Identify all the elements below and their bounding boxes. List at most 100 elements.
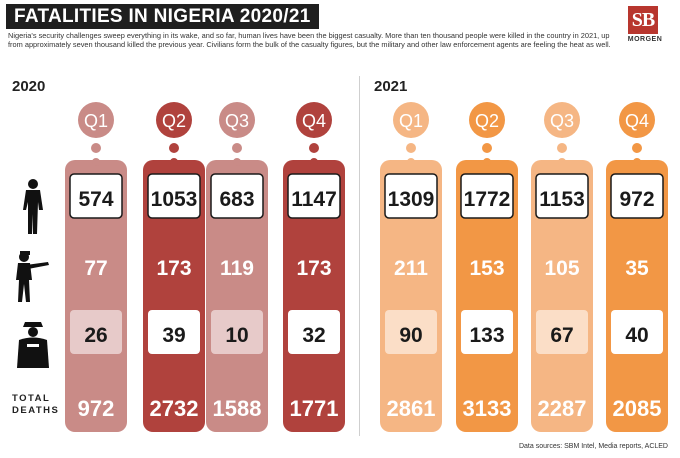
sb-morgen-logo: SB MORGEN: [622, 6, 668, 46]
source-note: Data sources: SBM Intel, Media reports, …: [518, 443, 668, 450]
total-deaths-label-line2: DEATHS: [12, 405, 60, 416]
armed-soldier-silhouette-icon: [16, 251, 49, 302]
value-cell-2020-q1-row1: [69, 173, 123, 219]
value-2020-q3-row2: 119: [220, 257, 254, 280]
quarter-bubble-2021-q1: [393, 102, 429, 138]
value-cell-2021-q4-row1: [610, 173, 664, 219]
value-cell-2021-q1-row3: [385, 310, 437, 354]
quarter-label-2020-q4: Q4: [302, 111, 326, 131]
value-2020-q3-row1: 683: [219, 188, 254, 211]
connector-dot-small-2021-q1: [407, 158, 415, 166]
value-2021-q3-row3: 67: [550, 324, 573, 347]
value-cell-2020-q2-row3: [148, 310, 200, 354]
quarter-label-2021-q3: Q3: [550, 111, 574, 131]
value-cell-2021-q2-row3: [461, 310, 513, 354]
value-2020-q4-row1: 1147: [291, 188, 337, 211]
value-2021-q4-row1: 972: [619, 188, 654, 211]
value-cell-2021-q3-row1: [535, 173, 589, 219]
total-value-2021-q2: 3133: [463, 396, 512, 421]
value-2021-q3-row1: 1153: [539, 188, 585, 211]
connector-dot-small-2020-q1: [92, 158, 100, 166]
total-value-2020-q4: 1771: [290, 396, 339, 421]
connector-dot-2021-q1: [406, 143, 416, 153]
logo-wordmark: MORGEN: [627, 36, 663, 43]
connector-dot-2020-q1: [91, 143, 101, 153]
logo-mark: SB: [628, 6, 658, 34]
column-2021-q2: [456, 160, 518, 432]
police-officer-silhouette-icon: [17, 322, 49, 368]
value-2020-q1-row2: 77: [84, 257, 107, 280]
value-cell-2021-q3-row3: [536, 310, 588, 354]
connector-dot-2021-q4: [632, 143, 642, 153]
value-cell-2021-q4-row3: [611, 310, 663, 354]
value-2021-q3-row2: 105: [544, 257, 579, 280]
year-label-2020: 2020: [12, 78, 46, 95]
value-2021-q1-row2: 211: [394, 257, 428, 280]
quarter-bubble-2021-q4: [619, 102, 655, 138]
quarter-label-2021-q2: Q2: [475, 111, 499, 131]
quarter-label-2021-q4: Q4: [625, 111, 649, 131]
column-2020-q1: [65, 160, 127, 432]
value-2021-q1-row3: 90: [399, 324, 422, 347]
quarter-bubble-2020-q2: [156, 102, 192, 138]
total-deaths-label: TOTAL DEATHS: [12, 393, 60, 417]
value-cell-2020-q3-row1: [210, 173, 264, 219]
connector-dot-small-2021-q3: [558, 158, 566, 166]
value-2021-q4-row2: 35: [625, 257, 649, 280]
total-value-2020-q2: 2732: [150, 396, 199, 421]
connector-dot-2020-q2: [169, 143, 179, 153]
quarter-label-2020-q1: Q1: [84, 111, 108, 131]
value-2020-q4-row3: 32: [302, 324, 325, 347]
column-2020-q4: [283, 160, 345, 432]
connector-dot-small-2020-q2: [170, 158, 178, 166]
column-2021-q3: [531, 160, 593, 432]
column-2021-q4: [606, 160, 668, 432]
quarter-bubble-2020-q1: [78, 102, 114, 138]
value-cell-2021-q2-row1: [460, 173, 514, 219]
value-cell-2020-q3-row3: [211, 310, 263, 354]
quarter-bubble-2020-q4: [296, 102, 332, 138]
value-2020-q1-row3: 26: [84, 324, 107, 347]
connector-dot-2020-q3: [232, 143, 242, 153]
value-cell-2020-q1-row3: [70, 310, 122, 354]
page-title: FATALITIES IN NIGERIA 2020/21: [6, 4, 319, 29]
value-cell-2020-q2-row1: [147, 173, 201, 219]
total-value-2021-q3: 2287: [538, 396, 587, 421]
quarter-bubble-2020-q3: [219, 102, 255, 138]
value-2020-q2-row1: 1053: [151, 188, 198, 211]
value-2021-q2-row3: 133: [469, 324, 504, 347]
value-cell-2020-q4-row3: [288, 310, 340, 354]
value-2020-q3-row3: 10: [225, 324, 248, 347]
year-divider: [359, 76, 360, 436]
quarter-label-2020-q3: Q3: [225, 111, 249, 131]
quarter-label-2021-q1: Q1: [399, 111, 423, 131]
description-text: Nigeria's security challenges sweep ever…: [8, 31, 611, 49]
value-cell-2021-q1-row1: [384, 173, 438, 219]
connector-dot-small-2020-q3: [233, 158, 241, 166]
value-2020-q4-row2: 173: [296, 257, 331, 280]
column-2020-q2: [143, 160, 205, 432]
connector-dot-2020-q4: [309, 143, 319, 153]
connector-dot-small-2020-q4: [310, 158, 318, 166]
total-value-2020-q1: 972: [78, 396, 115, 421]
column-2020-q3: [206, 160, 268, 432]
total-deaths-label-line1: TOTAL: [12, 393, 51, 404]
total-value-2020-q3: 1588: [213, 396, 262, 421]
connector-dot-small-2021-q4: [633, 158, 641, 166]
civilian-silhouette-icon: [23, 179, 43, 234]
value-2020-q1-row1: 574: [78, 188, 113, 211]
value-2021-q2-row1: 1772: [464, 188, 511, 211]
connector-dot-small-2021-q2: [483, 158, 491, 166]
quarter-bubble-2021-q3: [544, 102, 580, 138]
value-2020-q2-row3: 39: [162, 324, 185, 347]
total-value-2021-q4: 2085: [613, 396, 662, 421]
value-2021-q2-row2: 153: [469, 257, 504, 280]
value-2021-q4-row3: 40: [625, 324, 648, 347]
value-2020-q2-row2: 173: [156, 257, 191, 280]
column-2021-q1: [380, 160, 442, 432]
total-value-2021-q1: 2861: [387, 396, 436, 421]
connector-dot-2021-q3: [557, 143, 567, 153]
year-label-2021: 2021: [374, 78, 408, 95]
value-cell-2020-q4-row1: [287, 173, 341, 219]
